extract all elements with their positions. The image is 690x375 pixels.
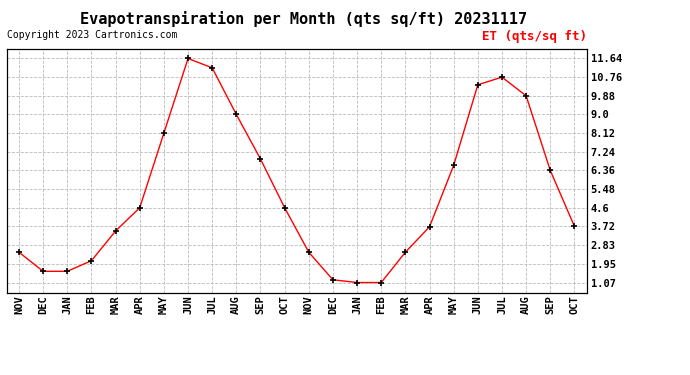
Text: Evapotranspiration per Month (qts sq/ft) 20231117: Evapotranspiration per Month (qts sq/ft)… — [80, 11, 527, 27]
Text: Copyright 2023 Cartronics.com: Copyright 2023 Cartronics.com — [7, 30, 177, 40]
Text: ET (qts/sq ft): ET (qts/sq ft) — [482, 30, 586, 43]
